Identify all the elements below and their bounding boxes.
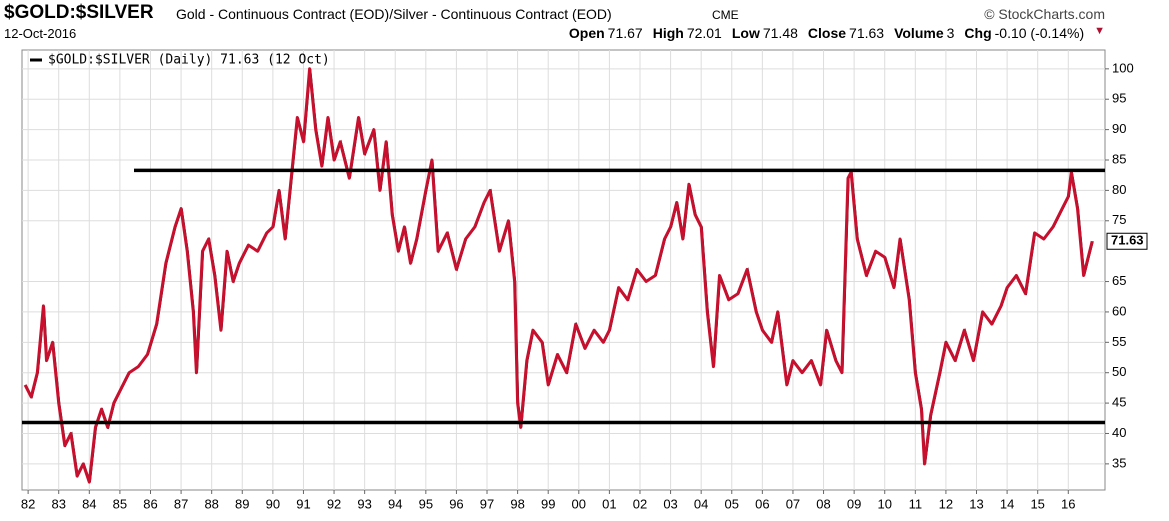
- x-tick-label: 06: [755, 496, 769, 511]
- y-tick-label: 100: [1112, 60, 1134, 75]
- y-tick-label: 95: [1112, 91, 1126, 106]
- x-tick-label: 99: [541, 496, 555, 511]
- y-tick-label: 45: [1112, 395, 1126, 410]
- quote-label: Volume: [894, 25, 944, 41]
- x-tick-label: 04: [694, 496, 708, 511]
- quote-item: Volume 3: [894, 25, 954, 41]
- x-tick-label: 11: [909, 496, 923, 511]
- x-tick-label: 13: [969, 496, 983, 511]
- x-tick-label: 87: [174, 496, 188, 511]
- x-tick-label: 86: [143, 496, 157, 511]
- y-tick-label: 75: [1112, 212, 1126, 227]
- quote-value: 3: [946, 25, 955, 41]
- x-tick-label: 03: [663, 496, 677, 511]
- date: 12-Oct-2016: [4, 26, 77, 41]
- x-tick-label: 05: [725, 496, 739, 511]
- y-tick-label: 85: [1112, 151, 1126, 166]
- quote-item: High 72.01: [653, 25, 722, 41]
- quote-label: Low: [731, 25, 760, 41]
- x-tick-label: 00: [572, 496, 586, 511]
- quote-value: 72.01: [686, 25, 722, 41]
- y-tick-label: 55: [1112, 334, 1126, 349]
- last-value-label: 71.63: [1111, 233, 1144, 248]
- x-tick-label: 07: [786, 496, 800, 511]
- quote-label: Chg: [964, 25, 992, 41]
- x-tick-label: 08: [816, 496, 830, 511]
- quote-item: Chg -0.10 (-0.14%): [964, 25, 1084, 41]
- quote: Open 71.67 High 72.01 Low 71.48 Close 71.63 Volu…: [569, 25, 1105, 41]
- quote-item: Close 71.63: [808, 25, 884, 41]
- y-tick-label: 80: [1112, 182, 1126, 197]
- x-tick-label: 93: [357, 496, 371, 511]
- x-tick-label: 01: [602, 496, 616, 511]
- quote-label: High: [652, 25, 684, 41]
- y-tick-label: 50: [1112, 364, 1126, 379]
- quote-label: Open: [568, 25, 605, 41]
- x-tick-label: 83: [51, 496, 65, 511]
- x-tick-label: 14: [1000, 496, 1014, 511]
- x-tick-label: 97: [480, 496, 494, 511]
- y-tick-label: 60: [1112, 303, 1126, 318]
- x-tick-label: 98: [510, 496, 524, 511]
- header: $GOLD:$SILVER Gold - Continuous Contract…: [0, 0, 1169, 48]
- x-tick-label: 95: [419, 496, 433, 511]
- exchange: CME: [712, 8, 739, 22]
- x-tick-label: 02: [633, 496, 647, 511]
- x-tick-label: 91: [296, 496, 310, 511]
- quote-item: Open 71.67: [569, 25, 643, 41]
- x-tick-label: 10: [877, 496, 891, 511]
- x-tick-label: 89: [235, 496, 249, 511]
- last-value-box: [1106, 232, 1148, 250]
- x-tick-label: 94: [388, 496, 402, 511]
- x-tick-label: 84: [82, 496, 96, 511]
- y-tick-label: 35: [1112, 455, 1126, 470]
- x-tick-label: 15: [1030, 496, 1044, 511]
- description: Gold - Continuous Contract (EOD)/Silver …: [176, 6, 612, 22]
- quote-value: 71.67: [607, 25, 643, 41]
- x-tick-label: 09: [847, 496, 861, 511]
- quote-value: 71.63: [849, 25, 885, 41]
- quote-value: 71.48: [762, 25, 798, 41]
- x-tick-label: 85: [113, 496, 127, 511]
- x-tick-label: 12: [939, 496, 953, 511]
- x-tick-label: 92: [327, 496, 341, 511]
- quote-item: Low 71.48: [732, 25, 798, 41]
- symbol: $GOLD:$SILVER: [4, 2, 154, 23]
- quote-label: Close: [807, 25, 847, 41]
- quote-value: -0.10 (-0.14%): [994, 25, 1085, 41]
- y-tick-label: 40: [1112, 425, 1126, 440]
- x-tick-label: 82: [21, 496, 35, 511]
- x-tick-label: 16: [1061, 496, 1075, 511]
- x-tick-label: 96: [449, 496, 463, 511]
- credit: © StockCharts.com: [984, 6, 1105, 22]
- x-tick-label: 90: [266, 496, 280, 511]
- legend-label: $GOLD:$SILVER (Daily) 71.63 (12 Oct): [48, 53, 330, 68]
- y-tick-label: 90: [1112, 121, 1126, 136]
- change-arrow: ▼: [1094, 25, 1105, 37]
- series-line: [23, 67, 1094, 484]
- x-tick-label: 88: [204, 496, 218, 511]
- y-tick-label: 65: [1112, 273, 1126, 288]
